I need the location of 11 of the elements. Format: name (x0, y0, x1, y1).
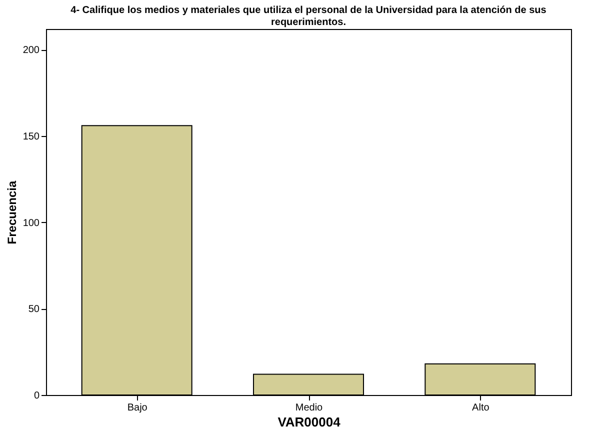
x-axis-title: VAR00004 (278, 414, 342, 430)
y-tick-label: 200 (22, 45, 40, 56)
x-tick-label: Bajo (127, 402, 148, 414)
chart-title: 4- Califique los medios y materiales que utiliza el personal de la Universidad para la atención de sus requerimientos. (70, 5, 547, 28)
y-tick-label: 150 (22, 132, 40, 143)
y-tick-label: 100 (22, 218, 40, 229)
y-tick-label: 50 (28, 304, 40, 316)
y-axis-title: Frecuencia (4, 180, 19, 244)
x-tick-label: Medio (295, 402, 324, 414)
x-tick-label: Alto (472, 402, 490, 414)
y-tick-label: 0 (34, 390, 40, 402)
